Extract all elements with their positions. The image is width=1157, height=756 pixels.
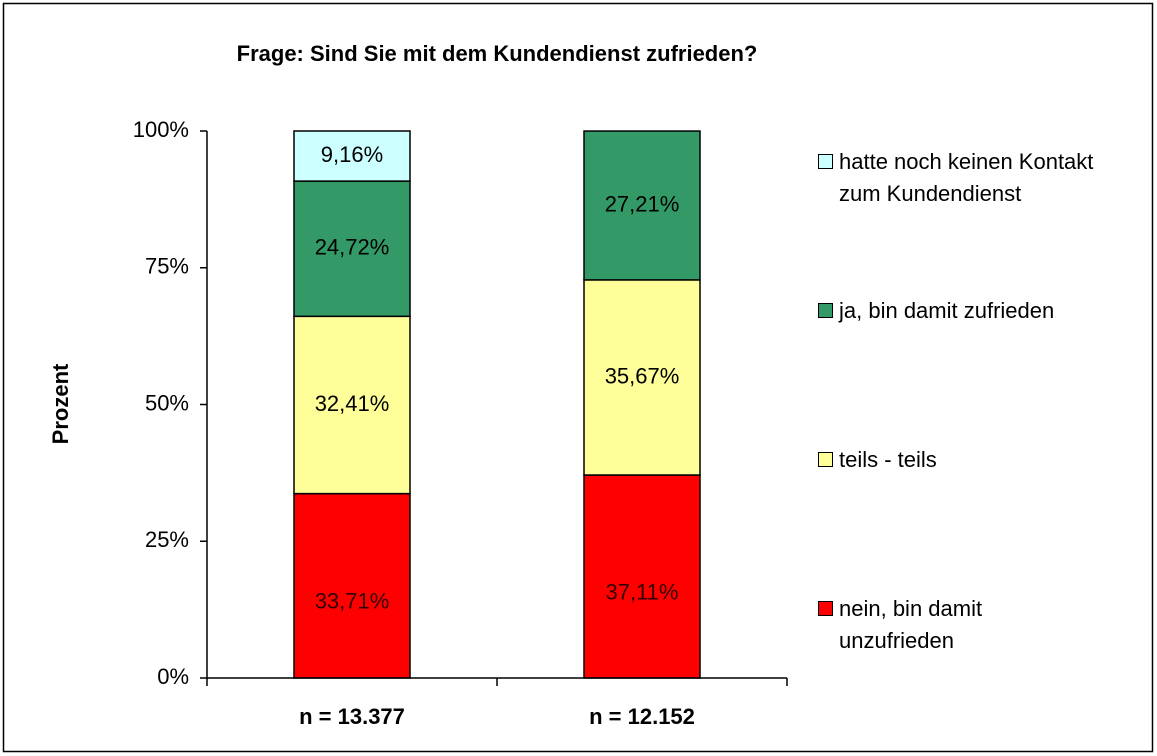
y-axis-label: Prozent <box>48 363 73 444</box>
legend-label: nein, bin damit unzufrieden <box>839 596 983 653</box>
legend-label: ja, bin damit zufrieden <box>839 298 1055 323</box>
bar-segment <box>293 315 411 495</box>
legend-item: hatte noch keinen Kontakt zum Kundendien… <box>818 146 1093 210</box>
legend-swatch <box>818 601 833 616</box>
y-tick-label: 75% <box>145 254 189 279</box>
legend-item: nein, bin damit unzufrieden <box>818 593 982 657</box>
legend-swatch <box>818 303 833 318</box>
data-label: 32,41% <box>315 391 390 416</box>
legend-swatch <box>818 452 833 467</box>
legend-item: ja, bin damit zufrieden <box>818 295 1054 327</box>
legend-label: hatte noch keinen Kontakt zum Kundendien… <box>839 149 1094 206</box>
bar-segment <box>293 492 411 679</box>
chart-title: Frage: Sind Sie mit dem Kundendienst zuf… <box>237 41 758 66</box>
y-tick-label: 50% <box>145 390 189 415</box>
legend-label: teils - teils <box>839 447 937 472</box>
bar-segment <box>293 130 411 182</box>
data-label: 9,16% <box>321 142 383 167</box>
data-label: 24,72% <box>315 235 390 260</box>
data-label: 35,67% <box>605 363 680 388</box>
bar-segment <box>583 130 701 281</box>
y-tick-label: 25% <box>145 527 189 552</box>
y-tick-label: 0% <box>157 664 189 689</box>
data-label: 27,21% <box>605 191 680 216</box>
legend-swatch <box>818 154 833 169</box>
y-tick-label: 100% <box>133 117 189 142</box>
x-tick-label: n = 12.152 <box>589 704 695 729</box>
bar-segment <box>583 474 701 679</box>
data-label: 37,11% <box>606 579 679 604</box>
x-tick-label: n = 13.377 <box>299 704 405 729</box>
data-label: 33,71% <box>315 589 390 614</box>
legend-item: teils - teils <box>818 444 937 476</box>
